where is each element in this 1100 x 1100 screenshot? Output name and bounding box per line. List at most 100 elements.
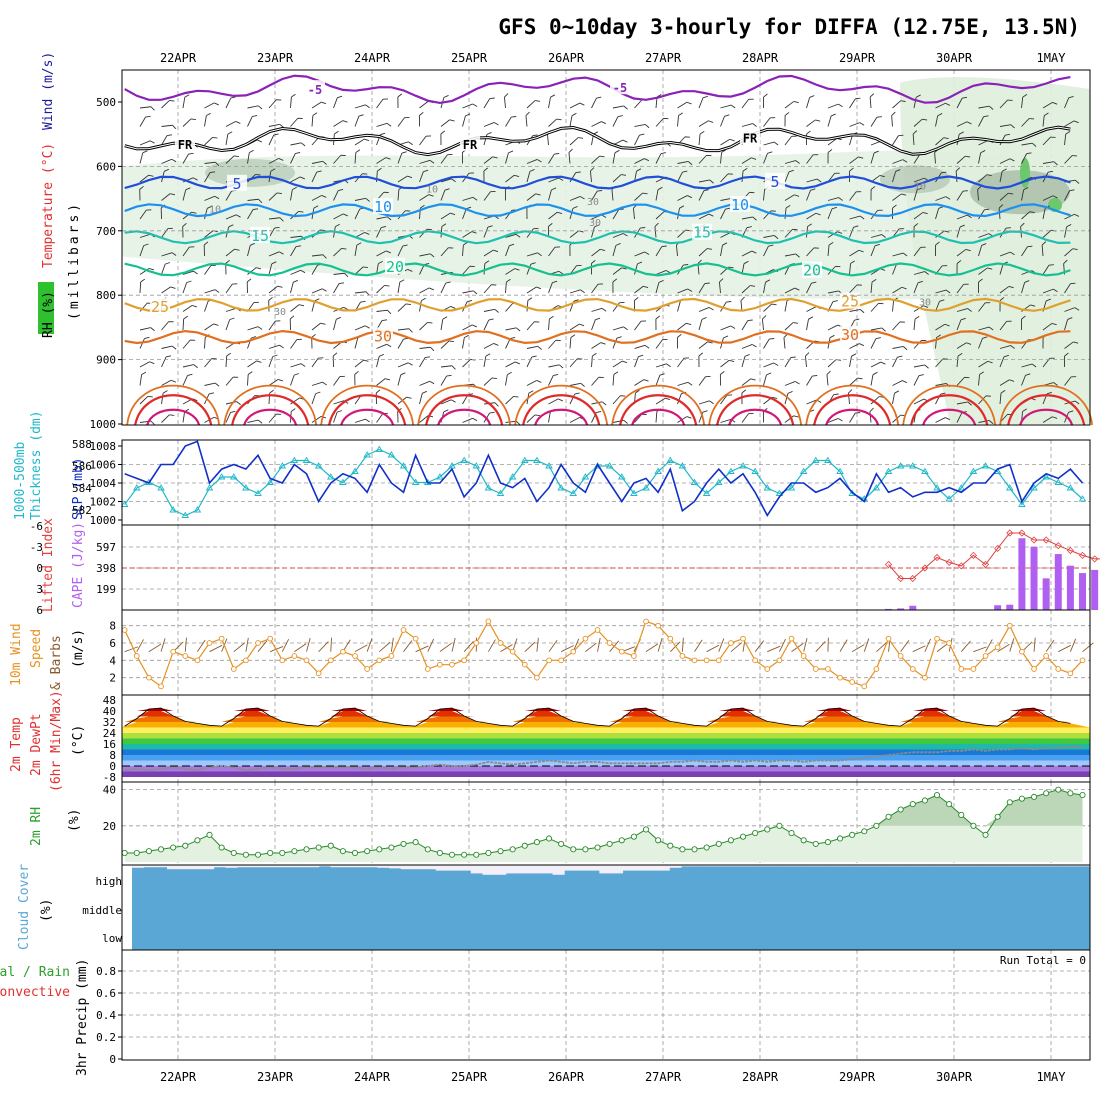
cloud-gap xyxy=(435,865,448,871)
upper-wind-barb xyxy=(591,226,595,238)
upper-wind-barb xyxy=(978,105,990,109)
upper-wind-barb xyxy=(446,374,452,377)
upper-wind-barb xyxy=(1064,341,1074,349)
upper-wind-barb xyxy=(182,305,193,312)
upper-wind-barb xyxy=(944,230,950,233)
upper-wind-barb xyxy=(365,418,370,423)
wind-barb xyxy=(997,643,1010,653)
upper-wind-barb xyxy=(966,342,972,345)
upper-wind-barb xyxy=(190,118,196,121)
upper-wind-barb xyxy=(397,362,409,368)
upper-wind-barb xyxy=(354,245,358,257)
cloud-gap xyxy=(225,865,238,868)
wind-speed-point xyxy=(352,653,358,659)
upper-wind-barb xyxy=(1073,120,1079,124)
upper-wind-barb xyxy=(408,141,413,146)
upper-wind-barb xyxy=(255,267,262,270)
heat-contour xyxy=(243,408,298,426)
upper-wind-barb xyxy=(290,117,299,127)
upper-wind-barb xyxy=(913,177,925,183)
upper-wind-barb xyxy=(720,116,725,127)
thickness-point xyxy=(314,462,323,469)
contour-label-bg xyxy=(740,128,760,145)
upper-wind-barb xyxy=(849,249,860,257)
upper-wind-barb xyxy=(702,410,708,413)
upper-wind-barb xyxy=(316,170,322,173)
heat-contour xyxy=(825,408,880,426)
cloud-gap xyxy=(213,865,226,868)
wind-barb xyxy=(900,640,910,652)
upper-wind-barb xyxy=(472,196,478,201)
upper-wind-barb xyxy=(215,161,220,167)
upper-wind-barb xyxy=(600,248,606,251)
upper-wind-barb xyxy=(918,374,924,377)
upper-wind-barb xyxy=(139,395,149,405)
upper-wind-barb xyxy=(591,376,600,386)
upper-wind-barb xyxy=(462,244,464,257)
upper-wind-barb xyxy=(526,321,535,331)
upper-wind-barb xyxy=(657,186,663,191)
upper-wind-barb xyxy=(182,282,188,294)
heat-contour xyxy=(716,394,795,426)
upper-wind-barb xyxy=(784,381,796,386)
upper-wind-barb xyxy=(612,278,618,283)
cloud-gap xyxy=(412,865,425,870)
upper-wind-barb xyxy=(493,249,499,253)
upper-wind-barb xyxy=(623,233,628,237)
thickness-point xyxy=(169,506,177,513)
wind-speed-point xyxy=(437,661,443,668)
upper-wind-barb xyxy=(161,124,173,127)
upper-wind-barb xyxy=(400,372,406,376)
upper-wind-barb xyxy=(187,373,193,376)
upper-wind-barb xyxy=(491,377,497,380)
upper-air-panel: RH (%) Temperature (°C) Wind (m/s) (mill… xyxy=(38,52,1094,431)
upper-wind-barb xyxy=(204,382,216,386)
cloud-gap xyxy=(389,865,402,869)
upper-wind-barb xyxy=(204,137,213,146)
contour-label: 10 xyxy=(374,198,392,216)
upper-wind-barb xyxy=(827,197,839,201)
upper-wind-barb xyxy=(849,343,860,349)
upper-wind-barb xyxy=(257,105,263,110)
upper-wind-barb xyxy=(333,283,340,294)
upper-wind-barb xyxy=(385,157,391,160)
upper-wind-barb xyxy=(319,229,325,232)
upper-wind-barb xyxy=(677,229,686,238)
upper-air-frame xyxy=(121,69,1091,426)
thickness-point xyxy=(787,484,796,491)
upper-wind-barb xyxy=(763,303,772,312)
rh-area xyxy=(124,789,1083,862)
upper-wind-barb xyxy=(743,260,749,265)
upper-wind-barb xyxy=(806,282,812,294)
temp-panel: 2m Temp 2m DewPt (6hr Min/Max) (°C) -808… xyxy=(9,690,1091,792)
upper-wind-barb xyxy=(505,245,510,257)
upper-wind-barb xyxy=(1026,152,1032,155)
upper-wind-barb xyxy=(978,420,990,423)
upper-wind-barb xyxy=(483,227,489,238)
upper-wind-barb xyxy=(182,177,194,183)
thickness-line xyxy=(124,448,1083,517)
upper-wind-barb xyxy=(677,171,683,183)
upper-wind-barb xyxy=(528,390,534,394)
upper-wind-barb xyxy=(271,261,277,265)
rh-point xyxy=(1079,791,1086,799)
wind-barb xyxy=(924,638,932,652)
thickness-point xyxy=(326,473,335,480)
wind-barb xyxy=(548,639,558,652)
upper-wind-barb xyxy=(401,151,407,154)
upper-wind-barb xyxy=(635,389,640,394)
upper-wind-barb xyxy=(252,115,258,118)
thickness-point xyxy=(375,445,384,452)
date-label-top: 28APR xyxy=(742,51,779,65)
upper-wind-barb xyxy=(405,303,411,306)
cloud-gap xyxy=(704,865,717,867)
wind-barb xyxy=(815,641,826,652)
thickness-point xyxy=(472,462,481,469)
wind-barb xyxy=(754,640,765,652)
cloud-gap xyxy=(938,865,951,867)
li-point xyxy=(957,562,965,570)
cloud-gap xyxy=(961,865,974,867)
upper-wind-barb xyxy=(384,284,390,287)
upper-wind-barb xyxy=(204,230,214,238)
upper-wind-barb xyxy=(1046,391,1052,395)
